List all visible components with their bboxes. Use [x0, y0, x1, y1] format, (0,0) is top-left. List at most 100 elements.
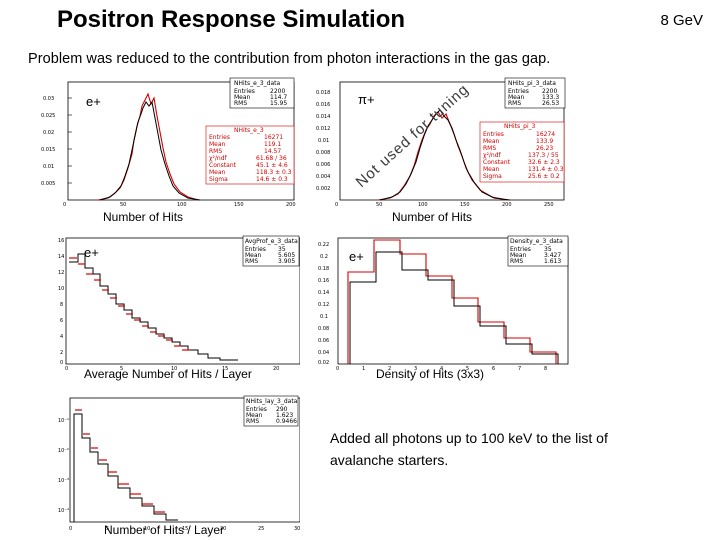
stat-key: Mean — [510, 252, 527, 259]
ytick: 0.025 — [41, 113, 55, 119]
xtick: 7 — [518, 366, 521, 370]
ytick: 0.005 — [41, 181, 55, 187]
stat-title: NHits_pi_3_data — [508, 80, 556, 87]
beam-energy: 8 GeV — [660, 12, 703, 29]
plot-nhits-pion-canvas: 0.018 0.016 0.014 0.012 0.01 0.008 0.006… — [316, 77, 566, 208]
ytick: 0.22 — [318, 242, 329, 248]
ytick: 0.016 — [316, 102, 330, 108]
ytick: 0.008 — [316, 150, 330, 156]
stat-key: RMS — [246, 418, 259, 425]
xtick: 100 — [418, 202, 428, 208]
stat-key: Entries — [246, 406, 267, 413]
xtick: 50 — [376, 202, 382, 208]
xtick: 0 — [69, 526, 72, 530]
fit-key: RMS — [483, 145, 496, 152]
stat-key: RMS — [234, 100, 247, 107]
xtick: 250 — [544, 202, 554, 208]
fit-key: Mean — [483, 166, 500, 173]
fit-value: 131.4 ± 0.3 — [528, 166, 564, 173]
ytick: 10⁻² — [58, 448, 69, 454]
stat-value: 26.53 — [542, 100, 559, 107]
ytick: 4 — [60, 334, 63, 340]
xtick: 200 — [286, 202, 296, 208]
ytick: 0.012 — [316, 126, 330, 132]
ytick: 0.12 — [318, 302, 329, 308]
stat-value: 1.613 — [544, 258, 561, 265]
ytick: 0.014 — [316, 114, 330, 120]
ytick: 0.018 — [316, 90, 330, 96]
fit-key: Sigma — [209, 176, 228, 183]
stat-title: Density_e_3_data — [510, 238, 563, 245]
fit-key: RMS — [209, 148, 222, 155]
xtick: 0 — [335, 202, 338, 208]
stat-value: 3.905 — [278, 258, 295, 265]
plot-nhits-pion-xlabel: Number of Hits — [392, 210, 473, 224]
stat-key: RMS — [245, 258, 258, 265]
fit-value: 16274 — [536, 131, 555, 138]
slide-subtitle: Problem was reduced to the contribution … — [28, 51, 551, 67]
ytick: 0.02 — [318, 360, 329, 366]
mc-histogram-red — [75, 409, 165, 513]
stat-key: Mean — [246, 412, 263, 419]
fit-key: Mean — [209, 141, 226, 148]
xtick: 4 — [440, 366, 443, 370]
xtick: 1 — [362, 366, 365, 370]
xtick: 20 — [273, 366, 279, 370]
xtick: 0 — [65, 366, 68, 370]
fit-key: χ²/ndf — [483, 152, 502, 159]
stat-key: Entries — [510, 246, 531, 253]
plot-density-particle: e+ — [349, 249, 364, 264]
plot-nhits-positron-particle: e+ — [86, 94, 101, 109]
xtick: 20 — [220, 526, 226, 530]
stat-key: RMS — [510, 258, 523, 265]
ytick: 10⁻⁴ — [58, 508, 69, 514]
ytick: 0.01 — [318, 138, 329, 144]
stat-value: 1.623 — [276, 412, 293, 419]
ytick: 0.08 — [318, 326, 329, 332]
ytick: 12 — [58, 270, 64, 276]
ytick: 16 — [58, 238, 64, 244]
plot-hits-layer-xlabel: Number of Hits / Layer — [104, 523, 225, 537]
ytick: 0.02 — [43, 130, 54, 136]
stat-value: 2200 — [270, 88, 285, 95]
fit-value: 45.1 ± 4.6 — [256, 162, 288, 169]
data-profile-black — [69, 253, 238, 361]
ytick: 0.01 — [43, 164, 54, 170]
ytick: 0.06 — [318, 338, 329, 344]
xtick: 0 — [63, 202, 66, 208]
xtick: 8 — [544, 366, 547, 370]
plot-nhits-positron: 0.03 0.025 0.02 0.015 0.01 0.005 0 50 10… — [38, 76, 300, 212]
plot-hits-per-layer: 10⁻¹ 10⁻² 10⁻³ 10⁻⁴ 0 5 10 15 20 25 30 N… — [38, 394, 300, 530]
plot-density-hits-canvas: 0.22 0.2 0.18 0.16 0.14 0.12 0.1 0.08 0.… — [318, 235, 569, 370]
fit-value: 14.6 ± 0.3 — [256, 176, 288, 183]
stat-key: RMS — [508, 100, 521, 107]
stat-value: 133.3 — [542, 94, 559, 101]
stat-key: Entries — [234, 88, 255, 95]
stat-key: Mean — [234, 94, 251, 101]
plot-density-xlabel: Density of Hits (3x3) — [376, 367, 485, 381]
stat-title: NHits_e_3_data — [234, 80, 280, 87]
fit-key: Constant — [483, 159, 511, 166]
plot-nhits-pion-particle: π+ — [358, 92, 375, 107]
plot-nhits-positron-canvas: 0.03 0.025 0.02 0.015 0.01 0.005 0 50 10… — [41, 77, 296, 208]
plot-density-hits: 0.22 0.2 0.18 0.16 0.14 0.12 0.1 0.08 0.… — [308, 234, 570, 370]
ytick: 0.002 — [316, 186, 330, 192]
xtick: 10 — [144, 526, 150, 530]
fit-value: 133.9 — [536, 138, 553, 145]
stat-value: 5.605 — [278, 252, 295, 259]
xtick: 0 — [336, 366, 339, 370]
fit-value: 32.6 ± 2.3 — [528, 159, 560, 166]
xtick: 5 — [120, 366, 123, 370]
ytick: 0.18 — [318, 266, 329, 272]
xtick: 6 — [492, 366, 495, 370]
xtick: 25 — [258, 526, 264, 530]
ytick: 0.2 — [320, 254, 328, 260]
xtick: 150 — [460, 202, 470, 208]
stat-title: AvgProf_e_3_data — [245, 238, 298, 245]
stat-value: 3.427 — [544, 252, 561, 259]
fit-value: 25.6 ± 0.2 — [528, 173, 560, 180]
data-histogram-black — [73, 413, 178, 522]
fit-key: χ²/ndf — [209, 155, 228, 162]
ytick: 6 — [60, 318, 63, 324]
stat-value: 290 — [276, 406, 288, 413]
